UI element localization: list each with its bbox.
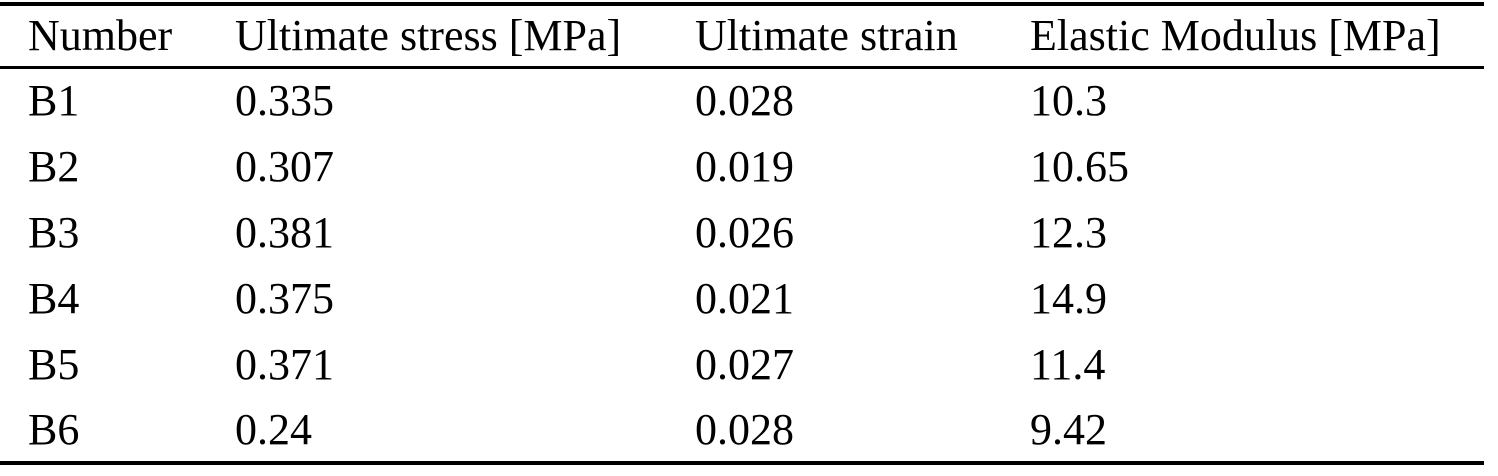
column-header-number: Number [28,11,173,61]
cell-number: B3 [28,207,80,257]
cell-elastic-modulus: 12.3 [1030,207,1107,257]
table-row: B6 0.24 0.028 9.42 [0,397,1484,463]
cell-number: B5 [28,339,80,389]
cell-ultimate-strain: 0.028 [695,76,794,126]
cell-number: B4 [28,273,80,323]
cell-ultimate-stress: 0.307 [235,141,334,191]
table-row: B5 0.371 0.027 11.4 [0,331,1484,397]
column-header-elastic-modulus: Elastic Modulus [MPa] [1030,11,1441,61]
cell-ultimate-strain: 0.021 [695,273,794,323]
cell-ultimate-strain: 0.028 [695,404,794,454]
header-row: Number Ultimate stress [MPa] Ultimate st… [0,4,1484,67]
results-table: Number Ultimate stress [MPa] Ultimate st… [0,2,1484,465]
cell-ultimate-stress: 0.24 [235,404,312,454]
table-row: B3 0.381 0.026 12.3 [0,199,1484,265]
cell-elastic-modulus: 10.3 [1030,76,1107,126]
table-row: B1 0.335 0.028 10.3 [0,67,1484,133]
cell-elastic-modulus: 14.9 [1030,273,1107,323]
cell-ultimate-stress: 0.335 [235,76,334,126]
table-row: B2 0.307 0.019 10.65 [0,133,1484,199]
cell-number: B2 [28,141,80,191]
cell-ultimate-stress: 0.375 [235,273,334,323]
cell-elastic-modulus: 11.4 [1030,339,1106,389]
cell-ultimate-stress: 0.371 [235,339,334,389]
column-header-ultimate-stress: Ultimate stress [MPa] [235,11,622,61]
table-body: B1 0.335 0.028 10.3 B2 0.307 0.019 10.65… [0,67,1484,463]
cell-elastic-modulus: 9.42 [1030,404,1107,454]
cell-number: B6 [28,404,80,454]
cell-number: B1 [28,76,80,126]
cell-ultimate-strain: 0.019 [695,141,794,191]
table-row: B4 0.375 0.021 14.9 [0,265,1484,331]
cell-elastic-modulus: 10.65 [1030,141,1129,191]
cell-ultimate-stress: 0.381 [235,207,334,257]
table-header: Number Ultimate stress [MPa] Ultimate st… [0,4,1484,67]
column-header-ultimate-strain: Ultimate strain [695,11,958,61]
cell-ultimate-strain: 0.026 [695,207,794,257]
cell-ultimate-strain: 0.027 [695,339,794,389]
